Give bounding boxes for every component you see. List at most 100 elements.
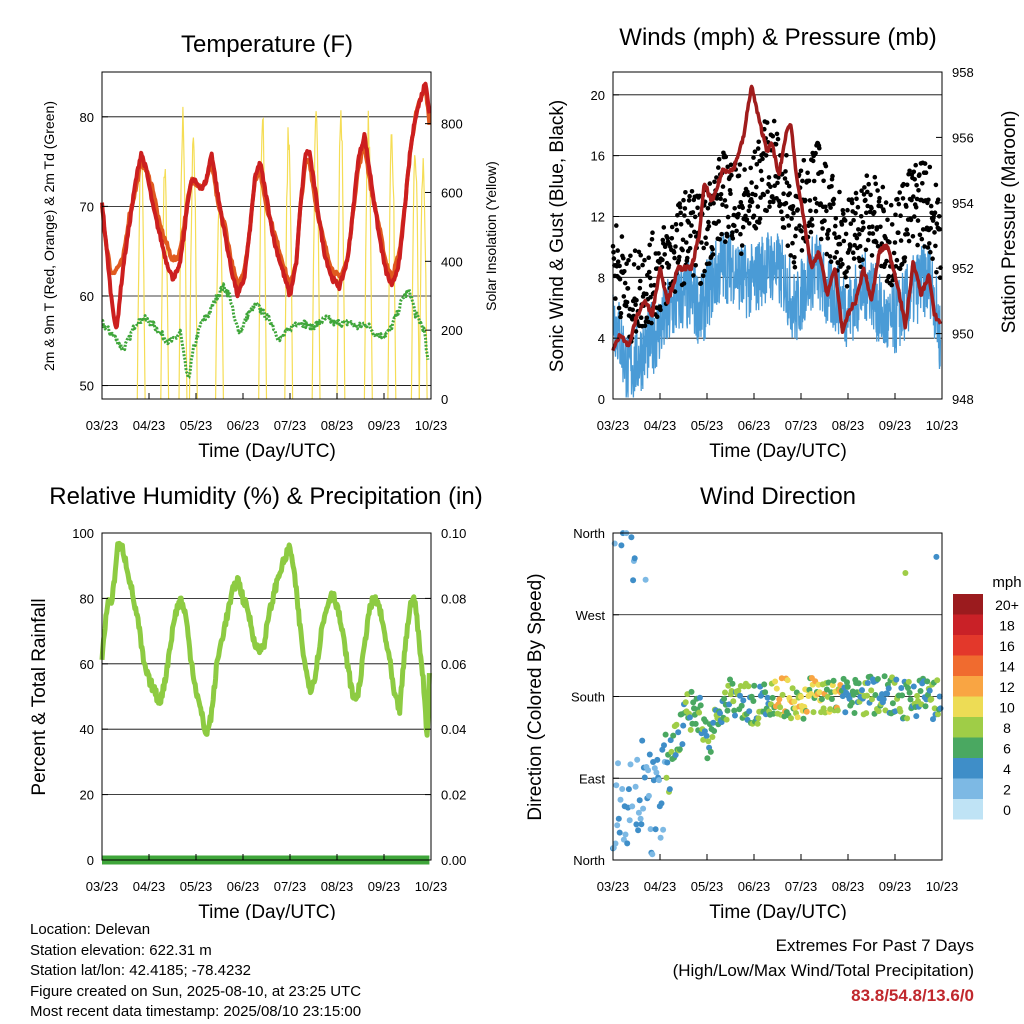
gust-point <box>754 162 760 167</box>
gust-point <box>890 277 895 283</box>
extremes-box: Extremes For Past 7 Days (High/Low/Max W… <box>673 933 974 1008</box>
direction-point <box>928 696 935 703</box>
gust-point <box>817 145 822 151</box>
gust-point <box>705 206 711 211</box>
gust-point <box>658 307 663 313</box>
gust-point <box>702 268 707 274</box>
direction-point <box>624 840 631 847</box>
direction-point <box>761 681 768 688</box>
legend-label: 4 <box>1003 761 1011 777</box>
gust-point <box>746 208 752 214</box>
gust-point <box>626 258 631 263</box>
dewpoint-line <box>101 282 430 380</box>
direction-point <box>622 831 629 838</box>
gust-point <box>794 226 799 231</box>
gust-point <box>714 196 720 201</box>
x-tick-label: 04/23 <box>133 418 166 433</box>
direction-point <box>773 685 780 692</box>
gust-point <box>786 223 792 228</box>
gust-point <box>798 168 804 174</box>
gust-point <box>861 225 866 231</box>
gust-point <box>756 139 761 145</box>
gust-point <box>755 146 761 151</box>
gust-point <box>836 234 842 240</box>
direction-point <box>701 728 708 735</box>
gust-point <box>625 286 631 291</box>
solar-insolation-line <box>258 116 268 400</box>
gust-point <box>821 178 826 184</box>
x-tick-label: 10/23 <box>415 879 448 894</box>
gust-point <box>906 238 912 244</box>
humidity-ylabel: Percent & Total Rainfall <box>29 598 50 795</box>
gust-point <box>784 180 790 185</box>
recent-timestamp: Most recent data timestamp: 2025/08/10 2… <box>30 1003 362 1020</box>
direction-point <box>849 699 855 706</box>
direction-point <box>789 685 796 692</box>
gust-point <box>897 190 902 195</box>
extremes-heading: Extremes For Past 7 Days <box>775 936 974 955</box>
solar-insolation-line <box>136 152 146 400</box>
gust-point <box>751 155 756 160</box>
gust-point <box>773 142 779 147</box>
gust-point <box>760 156 765 162</box>
direction-point <box>828 696 835 702</box>
gust-point <box>904 204 909 209</box>
direction-point <box>936 693 943 700</box>
direction-point <box>751 682 758 689</box>
gust-point <box>825 236 831 241</box>
direction-point <box>634 756 641 763</box>
direction-point <box>721 695 728 702</box>
y-tick-label: 8 <box>598 270 605 285</box>
gust-point <box>613 296 618 301</box>
gust-point <box>902 258 907 264</box>
gust-point <box>692 229 697 235</box>
direction-point <box>688 688 695 695</box>
gust-point <box>630 307 635 313</box>
direction-point <box>656 777 662 784</box>
gust-point <box>759 177 765 183</box>
direction-point <box>697 702 704 709</box>
gust-point <box>789 216 794 221</box>
direction-point <box>636 797 643 804</box>
direction-point <box>649 851 656 858</box>
direction-point <box>659 746 666 753</box>
direction-point <box>732 712 738 719</box>
gust-point <box>682 206 688 211</box>
extremes-values: 83.8/54.8/13.6/0 <box>851 986 974 1005</box>
gust-point <box>866 181 871 187</box>
gust-point <box>706 219 711 225</box>
gust-point <box>617 263 622 269</box>
gust-point <box>818 236 824 242</box>
gust-point <box>672 289 678 294</box>
gust-point <box>740 205 745 211</box>
gust-point <box>916 188 921 193</box>
direction-scatter <box>610 530 944 858</box>
direction-point <box>902 570 909 576</box>
x-tick-label: 07/23 <box>785 879 818 894</box>
gust-point <box>695 205 700 211</box>
gust-point <box>873 239 879 245</box>
gust-point <box>638 315 644 321</box>
gust-point <box>725 214 731 220</box>
direction-point <box>834 707 841 714</box>
gust-point <box>617 276 623 282</box>
y-tick-label: North <box>573 853 605 868</box>
gust-point <box>809 216 815 222</box>
gust-point <box>841 238 847 244</box>
gust-point <box>824 251 830 257</box>
gust-point <box>611 256 617 261</box>
legend-swatch <box>953 614 983 635</box>
legend-label: 8 <box>1003 720 1011 736</box>
gust-point <box>784 153 789 158</box>
x-tick-label: 10/23 <box>415 418 448 433</box>
gust-point <box>894 257 900 263</box>
station-info: Location: Delevan Station elevation: 622… <box>30 920 361 1023</box>
direction-point <box>800 715 807 722</box>
gust-point <box>783 169 788 174</box>
gust-point <box>854 196 859 202</box>
gust-point <box>687 246 693 251</box>
gust-point <box>642 257 647 263</box>
gust-point <box>792 254 797 260</box>
y2-tick-label: 958 <box>952 65 974 80</box>
y2-tick-label: 0.00 <box>441 853 466 868</box>
